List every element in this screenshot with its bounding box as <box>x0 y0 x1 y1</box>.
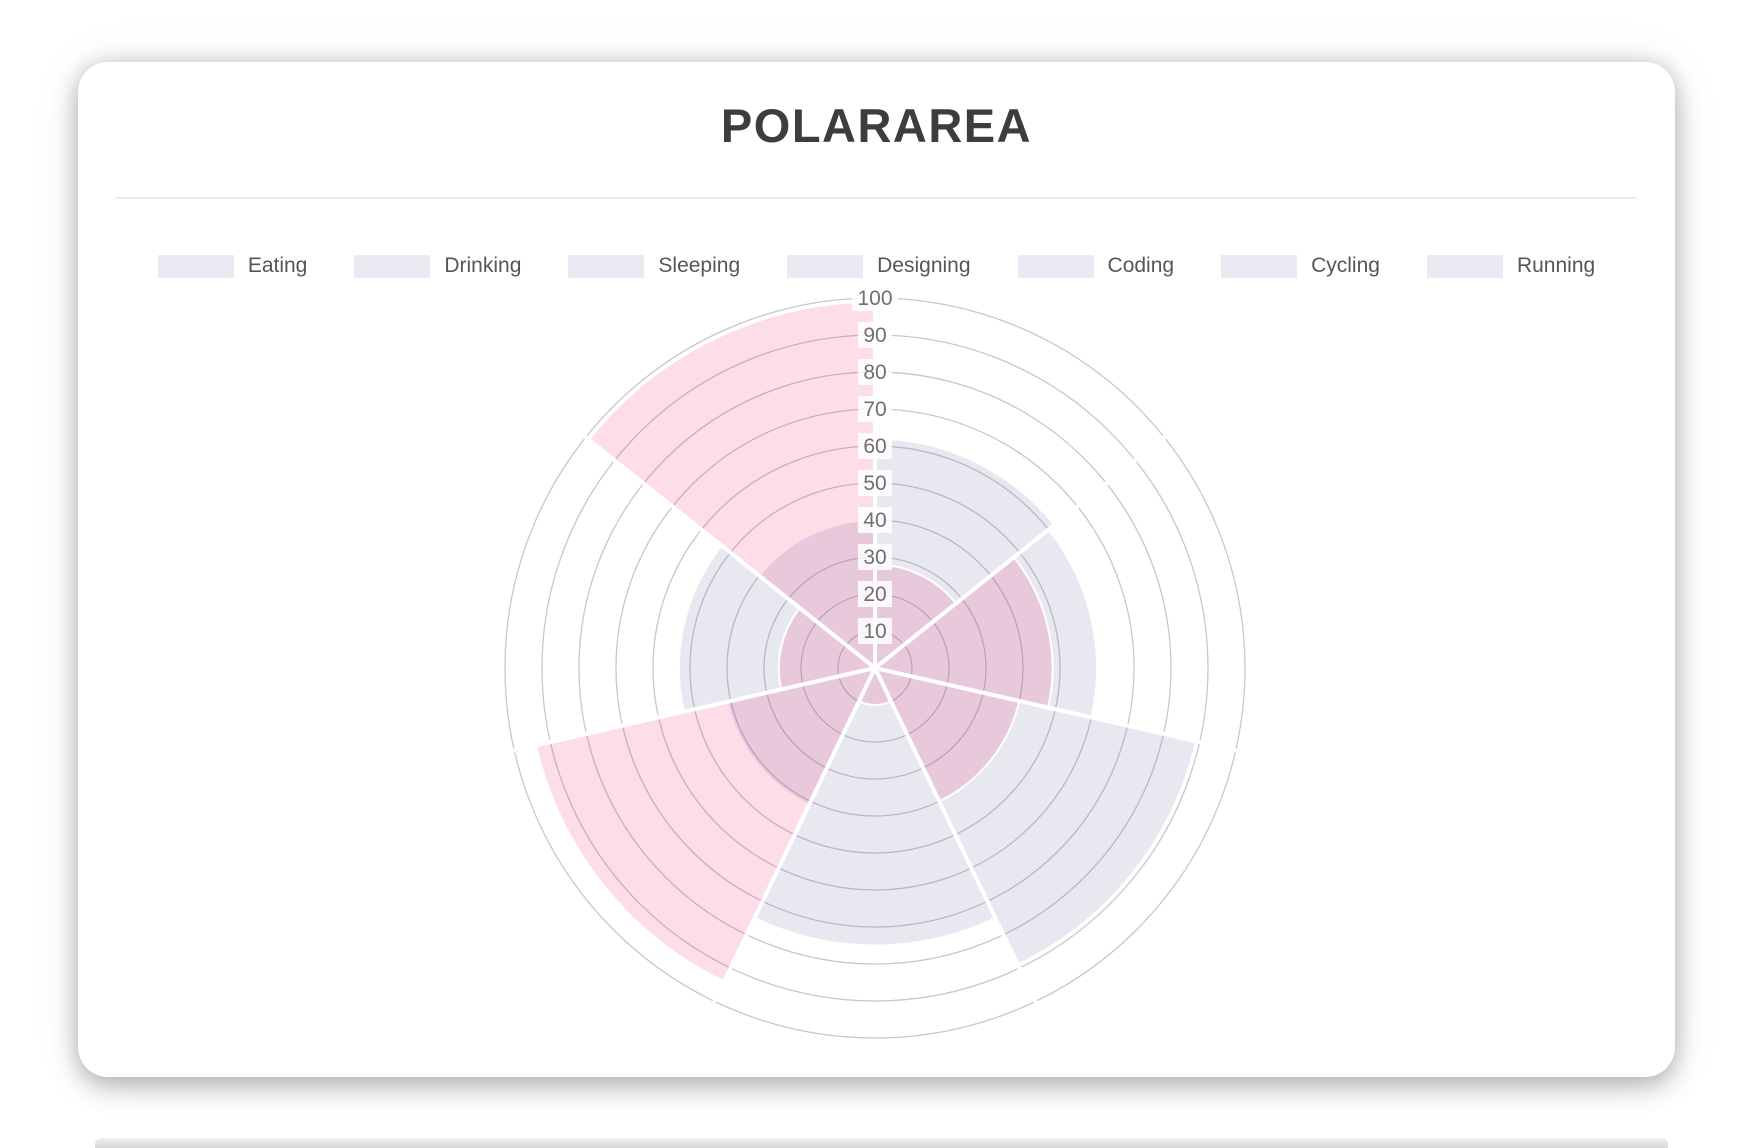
legend-swatch <box>1426 254 1503 278</box>
legend-swatch <box>1017 254 1094 278</box>
tick-backdrop <box>858 322 892 348</box>
tick-backdrop <box>858 581 892 607</box>
legend-item-designing[interactable]: Designing <box>787 254 971 278</box>
legend-item-coding[interactable]: Coding <box>1017 254 1175 278</box>
tick-label-10: 10 <box>863 620 886 643</box>
chart-legend: Eating Drinking Sleeping Designing Coding Cyc… <box>78 254 1675 278</box>
sector-divider <box>874 666 1240 753</box>
legend-item-cycling[interactable]: Cycling <box>1221 254 1380 278</box>
legend-label: Drinking <box>444 254 522 277</box>
legend-swatch <box>1221 254 1298 278</box>
sector-divider <box>873 433 1168 670</box>
tick-label-100: 100 <box>857 287 892 310</box>
sector-divider <box>582 433 877 670</box>
tick-label-80: 80 <box>863 361 886 384</box>
sector-divider <box>510 666 876 753</box>
tick-backdrop <box>858 470 892 496</box>
legend-label: Sleeping <box>658 254 741 277</box>
legend-swatch <box>354 254 431 278</box>
sector-sleeping-lavender-dataset[interactable] <box>874 667 1198 966</box>
sector-coding-pink-dataset[interactable] <box>534 667 876 983</box>
tick-backdrop <box>858 618 892 644</box>
sector-cycling-pink-dataset[interactable] <box>777 607 876 691</box>
tick-backdrop <box>858 433 892 459</box>
sector-running-pink-dataset[interactable] <box>587 300 876 669</box>
legend-item-drinking[interactable]: Drinking <box>354 254 521 278</box>
legend-label: Cycling <box>1311 254 1380 277</box>
legend-label: Coding <box>1107 254 1175 277</box>
sector-drinking-pink-dataset[interactable] <box>874 556 1054 709</box>
legend-label: Designing <box>877 254 971 277</box>
legend-swatch <box>568 254 645 278</box>
legend-item-sleeping[interactable]: Sleeping <box>568 254 740 278</box>
next-card-peek <box>95 1138 1668 1148</box>
tick-label-40: 40 <box>863 509 886 532</box>
tick-label-30: 30 <box>863 546 886 569</box>
tick-label-50: 50 <box>863 472 886 495</box>
sector-cycling-lavender-dataset[interactable] <box>677 544 876 713</box>
tick-backdrop <box>852 285 898 311</box>
sector-eating-lavender-dataset[interactable] <box>874 437 1056 669</box>
tick-backdrop <box>858 507 892 533</box>
legend-label: Running <box>1516 254 1596 277</box>
tick-backdrop <box>858 544 892 570</box>
legend-swatch <box>787 254 864 278</box>
sector-divider <box>873 667 1039 1005</box>
tick-label-60: 60 <box>863 435 886 458</box>
sector-designing-lavender-dataset[interactable] <box>753 667 997 947</box>
tick-backdrop <box>858 396 892 422</box>
tick-label-70: 70 <box>863 398 886 421</box>
legend-swatch <box>157 254 234 278</box>
tick-label-20: 20 <box>863 583 886 606</box>
legend-label: Eating <box>247 254 308 277</box>
tick-backdrop <box>858 359 892 385</box>
sector-divider <box>711 667 877 1005</box>
page-title: POLARAREA <box>720 99 1033 152</box>
tick-label-90: 90 <box>863 324 886 347</box>
sector-coding-lavender-dataset[interactable] <box>726 667 876 806</box>
legend-item-eating[interactable]: Eating <box>157 254 308 278</box>
polararea-card: POLARAREA Eating Drinking Sleeping Designin… <box>78 62 1675 1077</box>
sector-sleeping-pink-dataset[interactable] <box>874 667 1021 803</box>
legend-item-running[interactable]: Running <box>1426 254 1596 278</box>
polar-area-chart: 10 20 30 40 50 60 70 80 90 100 <box>504 285 1246 1039</box>
sector-drinking-lavender-dataset[interactable] <box>874 528 1098 719</box>
title-divider <box>115 197 1637 199</box>
